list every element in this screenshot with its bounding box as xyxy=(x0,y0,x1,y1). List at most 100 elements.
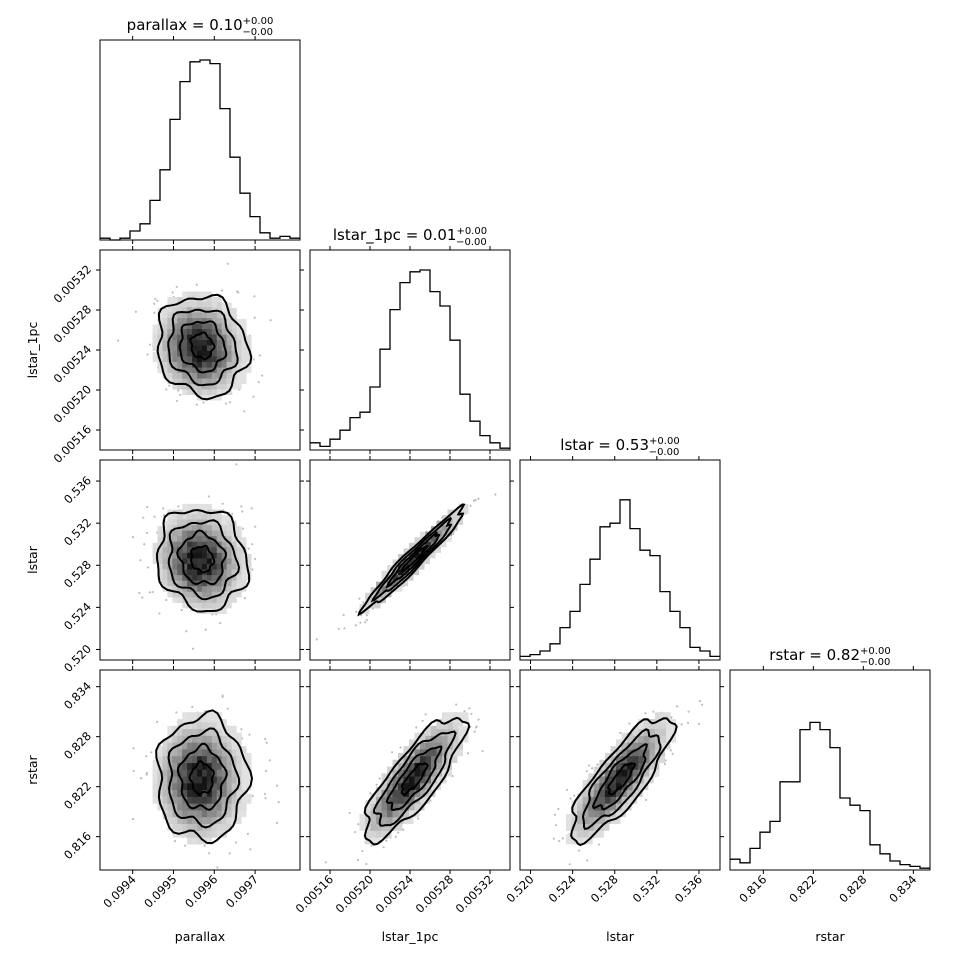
x-tick-label: 0.816 xyxy=(736,872,769,905)
x-tick-label: 0.00532 xyxy=(453,872,497,916)
panel-frame xyxy=(729,669,931,871)
sample-point xyxy=(241,510,244,513)
density-cell xyxy=(566,834,577,845)
density-cell xyxy=(643,746,654,757)
density-cell xyxy=(431,739,441,750)
density-cell xyxy=(582,827,593,838)
density-cell xyxy=(403,766,414,777)
panel-title-lstar: lstar = 0.53+0.00 −0.00 xyxy=(560,436,679,458)
density-cell xyxy=(453,719,463,730)
density-cell xyxy=(359,814,370,825)
density-cell xyxy=(577,800,588,811)
x-tick-label: 0.00528 xyxy=(413,872,457,916)
density-cell xyxy=(588,786,599,797)
sample-point xyxy=(365,862,368,866)
sample-point xyxy=(417,817,420,820)
sample-point xyxy=(337,627,340,631)
density-cell xyxy=(582,820,593,831)
density-cell xyxy=(392,820,403,831)
sample-point xyxy=(145,755,148,758)
density-cell xyxy=(593,827,604,838)
density-cell xyxy=(638,732,649,743)
density-cell xyxy=(414,786,425,797)
sample-point xyxy=(134,310,137,313)
sample-point xyxy=(687,710,690,713)
contour-level-3 xyxy=(167,308,239,387)
sample-point xyxy=(138,591,141,595)
density-cell xyxy=(627,793,638,804)
density-cell xyxy=(643,732,654,743)
density-cell xyxy=(370,587,381,598)
sample-point xyxy=(264,737,267,741)
density-cell xyxy=(582,786,593,797)
density-cell xyxy=(453,725,463,736)
density-cell xyxy=(616,773,627,784)
sample-point xyxy=(247,547,250,550)
histogram-parallax xyxy=(100,59,300,241)
y-tick-label: 0.822 xyxy=(61,779,94,812)
density-cell xyxy=(398,793,408,804)
x-axis-label-rstar: rstar xyxy=(815,929,845,944)
sample-point xyxy=(162,507,165,510)
sample-point xyxy=(561,837,564,840)
density-cell xyxy=(370,827,381,838)
density-cell xyxy=(211,509,222,520)
sample-point xyxy=(698,700,702,703)
density-cell xyxy=(660,712,671,723)
y-tick-label: 0.532 xyxy=(61,515,94,548)
density-cell xyxy=(241,335,252,346)
density-cell xyxy=(370,793,381,804)
density-cell xyxy=(392,773,403,784)
sample-point xyxy=(175,711,178,714)
sample-point xyxy=(663,762,667,766)
density-cell xyxy=(621,746,632,757)
y-axis-label-rstar: rstar xyxy=(25,754,40,784)
sample-point xyxy=(145,531,149,535)
density-cell xyxy=(425,752,436,763)
density-cell xyxy=(447,752,458,763)
density-cell xyxy=(599,820,610,831)
sample-point xyxy=(235,463,238,466)
sample-point xyxy=(231,512,234,515)
sample-point xyxy=(195,403,198,406)
sample-point xyxy=(258,354,261,357)
sample-point xyxy=(568,863,571,866)
sample-point xyxy=(146,353,149,356)
panel-title-rstar: rstar = 0.82+0.00 −0.00 xyxy=(769,646,890,668)
contour-level-1 xyxy=(607,762,637,796)
sample-point xyxy=(252,358,255,361)
density-cell xyxy=(632,739,643,750)
contour-level-4 xyxy=(570,717,678,847)
density-cell xyxy=(627,786,638,797)
density-cell xyxy=(638,746,649,757)
density-cell xyxy=(638,719,649,730)
sample-point xyxy=(597,843,601,846)
density-cell xyxy=(453,732,463,743)
sample-point xyxy=(165,598,168,602)
density-cell xyxy=(221,385,232,395)
density-cell xyxy=(431,725,441,736)
contour-level-4 xyxy=(155,709,254,845)
sample-point xyxy=(162,513,165,517)
density-cell xyxy=(392,576,403,587)
sample-point xyxy=(148,591,152,594)
density-cell xyxy=(610,780,621,791)
sample-point xyxy=(358,597,361,600)
density-cell xyxy=(632,786,643,797)
sample-point xyxy=(208,852,211,855)
sample-point xyxy=(670,716,673,719)
density-cell xyxy=(381,786,392,797)
sample-point xyxy=(315,638,318,641)
density-cell xyxy=(632,752,643,763)
sample-point xyxy=(132,769,135,773)
density-cell xyxy=(436,719,447,730)
density-cell xyxy=(365,598,375,609)
sample-point xyxy=(151,590,154,594)
density-cell xyxy=(654,719,665,730)
density-cell xyxy=(403,773,414,784)
y-axis-label-lstar_1pc: lstar_1pc xyxy=(25,322,40,379)
density-cell xyxy=(387,780,397,791)
sample-point xyxy=(251,794,254,798)
sample-point xyxy=(141,596,144,599)
sample-point xyxy=(700,703,704,706)
